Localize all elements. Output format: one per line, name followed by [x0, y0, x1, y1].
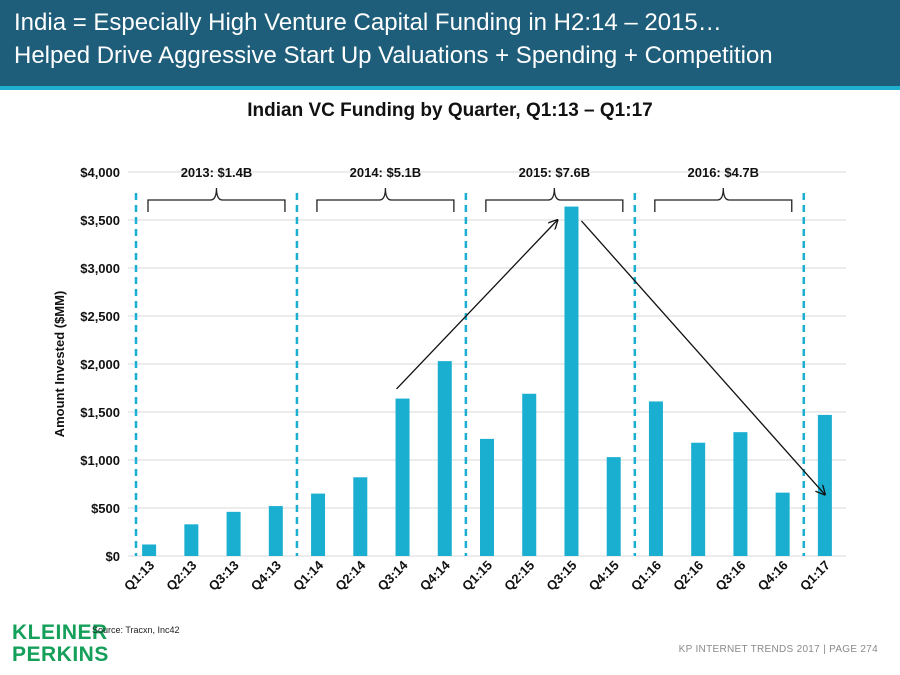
x-tick-label: Q3:16: [712, 558, 748, 594]
year-group-brace: [316, 187, 455, 212]
y-tick-label: $500: [91, 501, 120, 516]
x-tick-label: Q2:16: [670, 558, 706, 594]
y-tick-label: $2,500: [80, 309, 120, 324]
logo-line-1: KLEINER: [12, 621, 108, 644]
y-tick-label: $0: [106, 549, 120, 564]
y-tick-label: $3,500: [80, 213, 120, 228]
year-group-label: 2013: $1.4B: [181, 165, 253, 180]
year-group-brace: [654, 187, 793, 212]
source-note: Source: Tracxn, Inc42: [92, 625, 180, 635]
logo-line-2: PERKINS: [12, 643, 109, 666]
bar: [142, 544, 157, 556]
x-tick-label: Q1:16: [628, 558, 664, 594]
kleiner-perkins-logo: KLEINER PERKINS: [12, 622, 109, 666]
bar: [353, 477, 368, 556]
year-group-brace: [485, 187, 624, 212]
year-group-label: 2015: $7.6B: [519, 165, 591, 180]
y-tick-label: $1,000: [80, 453, 120, 468]
x-tick-label: Q4:15: [586, 558, 622, 594]
slide-header: India = Especially High Venture Capital …: [0, 0, 900, 86]
header-accent-rule: [0, 86, 900, 90]
x-tick-label: Q1:17: [797, 558, 833, 594]
x-tick-label: Q2:15: [501, 558, 537, 594]
bar: [184, 524, 199, 556]
y-axis-label: Amount Invested ($MM): [52, 291, 67, 438]
bar: [437, 361, 452, 556]
year-group-label: 2016: $4.7B: [688, 165, 760, 180]
bar: [691, 442, 706, 556]
x-tick-label: Q1:14: [290, 557, 327, 594]
bar: [775, 492, 790, 556]
bar: [480, 438, 494, 556]
bar: [522, 393, 537, 556]
y-tick-label: $4,000: [80, 165, 120, 180]
bar: [606, 457, 621, 556]
x-tick-label: Q2:14: [332, 557, 369, 594]
x-tick-label: Q1:15: [459, 558, 495, 594]
trend-arrow: [396, 220, 558, 390]
x-tick-label: Q3:15: [543, 558, 579, 594]
y-tick-label: $1,500: [80, 405, 120, 420]
x-tick-label: Q3:14: [374, 557, 411, 594]
y-tick-label: $3,000: [80, 261, 120, 276]
slide-title-line-2: Helped Drive Aggressive Start Up Valuati…: [14, 42, 773, 69]
x-tick-label: Q4:14: [417, 557, 454, 594]
bar: [226, 511, 241, 556]
bar: [395, 398, 410, 556]
y-tick-label: $2,000: [80, 357, 120, 372]
year-group-brace: [147, 187, 286, 212]
bar: [268, 506, 283, 556]
page-footer: KP INTERNET TRENDS 2017 | PAGE 274: [678, 644, 878, 655]
x-tick-label: Q2:13: [163, 558, 199, 594]
x-tick-label: Q1:13: [121, 558, 157, 594]
trend-arrow: [580, 220, 824, 495]
bar: [648, 401, 663, 556]
bar: [311, 493, 326, 556]
slide-title-line-1: India = Especially High Venture Capital …: [14, 9, 722, 36]
bar: [733, 432, 748, 556]
year-group-label: 2014: $5.1B: [350, 165, 422, 180]
bar: [817, 414, 832, 556]
x-tick-label: Q4:16: [755, 558, 791, 594]
bar: [564, 206, 579, 556]
chart-title: Indian VC Funding by Quarter, Q1:13 – Q1…: [247, 100, 653, 121]
x-tick-label: Q3:13: [206, 558, 242, 594]
x-tick-label: Q4:13: [248, 558, 284, 594]
